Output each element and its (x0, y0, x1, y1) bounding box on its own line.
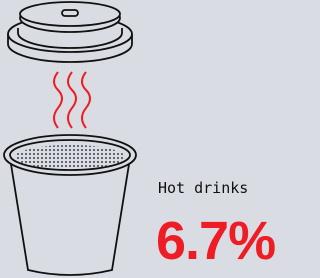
infographic: Hot drinks 6.7% (0, 0, 315, 278)
percent-value: 6.7% (156, 214, 275, 268)
category-label: Hot drinks (158, 179, 248, 197)
